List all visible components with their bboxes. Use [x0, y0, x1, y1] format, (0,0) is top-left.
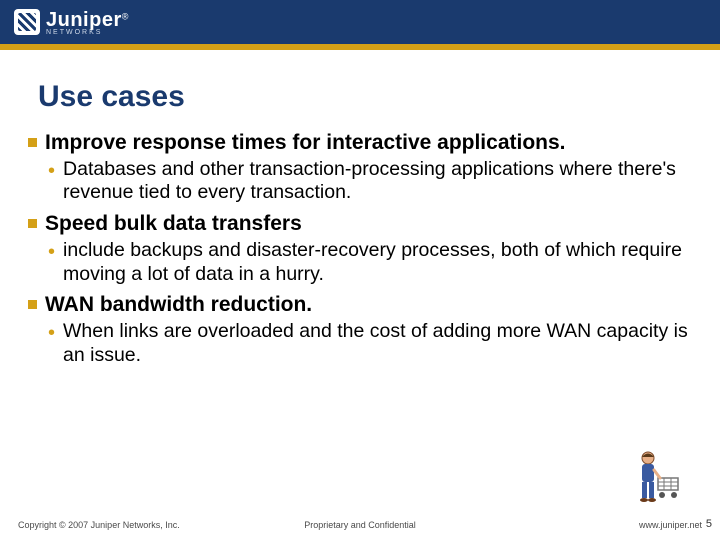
brand-logo: Juniper® NETWORKS [14, 9, 128, 36]
dot-bullet-icon: • [48, 323, 55, 343]
header-accent-bar [0, 44, 720, 50]
square-bullet-icon [28, 300, 37, 309]
bullet-level1: Speed bulk data transfers [28, 211, 692, 237]
bullet-level1: WAN bandwidth reduction. [28, 292, 692, 318]
bullet-text: Speed bulk data transfers [45, 211, 302, 237]
trademark-icon: ® [122, 11, 129, 21]
bullet-text: WAN bandwidth reduction. [45, 292, 312, 318]
subbullet-text: include backups and disaster-recovery pr… [63, 239, 692, 287]
header-bar: Juniper® NETWORKS [0, 0, 720, 44]
brand-name: Juniper [46, 9, 122, 31]
page-number: 5 [706, 518, 712, 530]
logo-mark-icon [14, 9, 40, 35]
logo-text-block: Juniper® NETWORKS [46, 9, 128, 36]
subbullet-text: When links are overloaded and the cost o… [63, 320, 692, 368]
footer-url: www.juniper.net [474, 520, 702, 530]
bullet-text: Improve response times for interactive a… [45, 130, 566, 156]
bullet-level2: • When links are overloaded and the cost… [48, 320, 692, 368]
bullet-level2: • include backups and disaster-recovery … [48, 239, 692, 287]
footer-center: Proprietary and Confidential [246, 520, 474, 530]
dot-bullet-icon: • [48, 161, 55, 181]
subbullet-text: Databases and other transaction-processi… [63, 158, 692, 206]
footer: Copyright © 2007 Juniper Networks, Inc. … [0, 520, 720, 530]
square-bullet-icon [28, 219, 37, 228]
content-area: Improve response times for interactive a… [0, 130, 720, 368]
bullet-level2: • Databases and other transaction-proces… [48, 158, 692, 206]
dot-bullet-icon: • [48, 242, 55, 262]
slide-title: Use cases [38, 80, 720, 114]
person-with-cart-icon [628, 448, 682, 510]
square-bullet-icon [28, 138, 37, 147]
footer-copyright: Copyright © 2007 Juniper Networks, Inc. [18, 520, 246, 530]
bullet-level1: Improve response times for interactive a… [28, 130, 692, 156]
